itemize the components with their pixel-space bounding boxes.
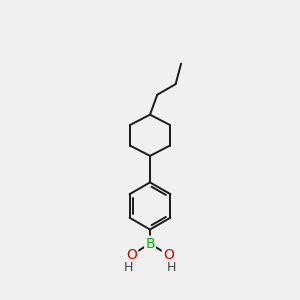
Text: H: H — [124, 261, 134, 274]
Text: H: H — [167, 261, 176, 274]
Text: O: O — [163, 248, 174, 262]
Text: B: B — [145, 237, 155, 250]
Text: O: O — [126, 248, 137, 262]
